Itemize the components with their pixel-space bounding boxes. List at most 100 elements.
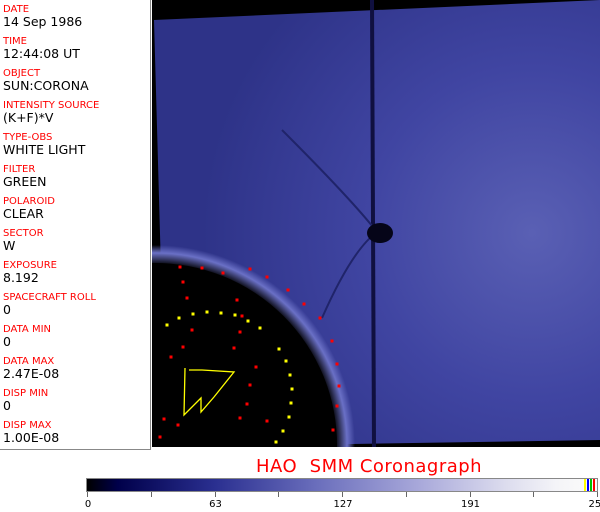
header-info-panel: DATE 14 Sep 1986 TIME 12:44:08 UT OBJECT SUN:… <box>0 0 151 450</box>
field-value: 0 <box>3 302 11 317</box>
field-value: GREEN <box>3 174 47 189</box>
field-disp-max: DISP MAX 1.00E-08 <box>3 420 59 445</box>
marker-point <box>176 423 180 427</box>
field-label: EXPOSURE <box>3 260 58 271</box>
field-type-obs: TYPE-OBS WHITE LIGHT <box>3 132 85 157</box>
marker-point <box>289 401 293 405</box>
marker-point <box>238 330 242 334</box>
field-label: DATA MAX <box>3 356 55 367</box>
field-intensity-source: INTENSITY SOURCE (K+F)*V <box>3 100 99 125</box>
marker-point <box>233 313 237 317</box>
field-sector: SECTOR W <box>3 228 44 253</box>
marker-point <box>232 346 236 350</box>
marker-point <box>265 275 269 279</box>
marker-point <box>281 429 285 433</box>
marker-point <box>191 312 195 316</box>
selection-polygon <box>183 367 236 417</box>
marker-point <box>254 365 258 369</box>
marker-point <box>158 435 162 439</box>
field-label: DISP MIN <box>3 388 49 399</box>
field-value: SUN:CORONA <box>3 78 89 93</box>
colorbar-tick <box>405 492 407 497</box>
field-value: 0 <box>3 398 11 413</box>
marker-point <box>245 402 249 406</box>
marker-points <box>158 265 341 444</box>
colorbar-tick-label: 127 <box>333 499 353 510</box>
field-filter: FILTER GREEN <box>3 164 47 189</box>
occulter-pylon <box>370 0 376 448</box>
field-value: 14 Sep 1986 <box>3 14 83 29</box>
colorbar-tick <box>214 492 216 497</box>
field-label: INTENSITY SOURCE <box>3 100 100 111</box>
field-label: POLAROID <box>3 196 56 207</box>
marker-point <box>277 347 281 351</box>
marker-point <box>162 417 166 421</box>
colorbar-tick <box>469 492 471 497</box>
colorbar-tick <box>342 492 343 497</box>
field-label: TYPE-OBS <box>3 132 53 143</box>
marker-point <box>248 267 252 271</box>
field-value: 2.47E-08 <box>3 366 60 381</box>
field-spacecraft-roll: SPACECRAFT ROLL 0 <box>3 292 96 317</box>
field-value: 1.00E-08 <box>3 430 60 445</box>
field-time: TIME 12:44:08 UT <box>3 36 80 61</box>
field-label: DATA MIN <box>3 324 51 335</box>
marker-point <box>265 419 269 423</box>
colorbar <box>86 478 598 492</box>
marker-point <box>335 404 339 408</box>
colorbar-tick-label: 0 <box>84 499 92 510</box>
marker-point <box>288 373 292 377</box>
field-date: DATE 14 Sep 1986 <box>3 4 82 29</box>
colorbar-tick-label: 191 <box>460 499 481 510</box>
plot-title: HAO SMM Coronagraph <box>256 456 483 477</box>
marker-point <box>302 302 306 306</box>
marker-point <box>240 314 244 318</box>
colorbar-swatch-blue <box>587 479 589 491</box>
marker-point <box>330 339 334 343</box>
marker-point <box>335 362 339 366</box>
marker-point <box>181 345 185 349</box>
field-label: SECTOR <box>3 228 44 239</box>
colorbar-tick <box>533 492 535 497</box>
field-value: 12:44:08 UT <box>3 46 80 61</box>
marker-point <box>185 296 189 300</box>
pylon-spot <box>367 223 393 243</box>
field-value: WHITE LIGHT <box>3 142 86 157</box>
marker-point <box>165 323 169 327</box>
marker-point <box>337 384 341 388</box>
field-value: (K+F)*V <box>3 110 54 125</box>
marker-point <box>221 271 225 275</box>
field-data-min: DATA MIN 0 <box>3 324 51 349</box>
colorbar-swatch-yellow <box>584 479 586 491</box>
field-disp-min: DISP MIN 0 <box>3 388 48 413</box>
colorbar-tick <box>87 492 88 497</box>
field-value: W <box>3 238 16 253</box>
field-label: FILTER <box>3 164 36 175</box>
marker-point <box>190 328 194 332</box>
colorbar-tick <box>150 492 152 497</box>
marker-point <box>274 440 278 444</box>
coronagraph-svg <box>152 0 600 448</box>
colorbar-swatch-green <box>590 479 592 491</box>
field-value: CLEAR <box>3 206 44 221</box>
field-value: 8.192 <box>3 270 39 285</box>
field-data-max: DATA MAX 2.47E-08 <box>3 356 59 381</box>
colorbar-tick-label: 255 <box>588 499 600 510</box>
marker-point <box>205 310 209 314</box>
marker-point <box>177 316 181 320</box>
colorbar-tick <box>278 492 280 497</box>
field-polaroid: POLAROID CLEAR <box>3 196 55 221</box>
marker-point <box>181 280 185 284</box>
marker-point <box>248 383 252 387</box>
marker-point <box>169 355 173 359</box>
marker-point <box>200 266 204 270</box>
field-label: DISP MAX <box>3 420 52 431</box>
marker-point <box>287 415 291 419</box>
marker-point <box>178 265 182 269</box>
marker-point <box>331 428 335 432</box>
colorbar-tick <box>597 492 598 497</box>
colorbar-tick-label: 63 <box>209 499 222 510</box>
field-exposure: EXPOSURE 8.192 <box>3 260 57 285</box>
colorbar-swatch-red <box>593 479 595 491</box>
marker-point <box>246 319 250 323</box>
